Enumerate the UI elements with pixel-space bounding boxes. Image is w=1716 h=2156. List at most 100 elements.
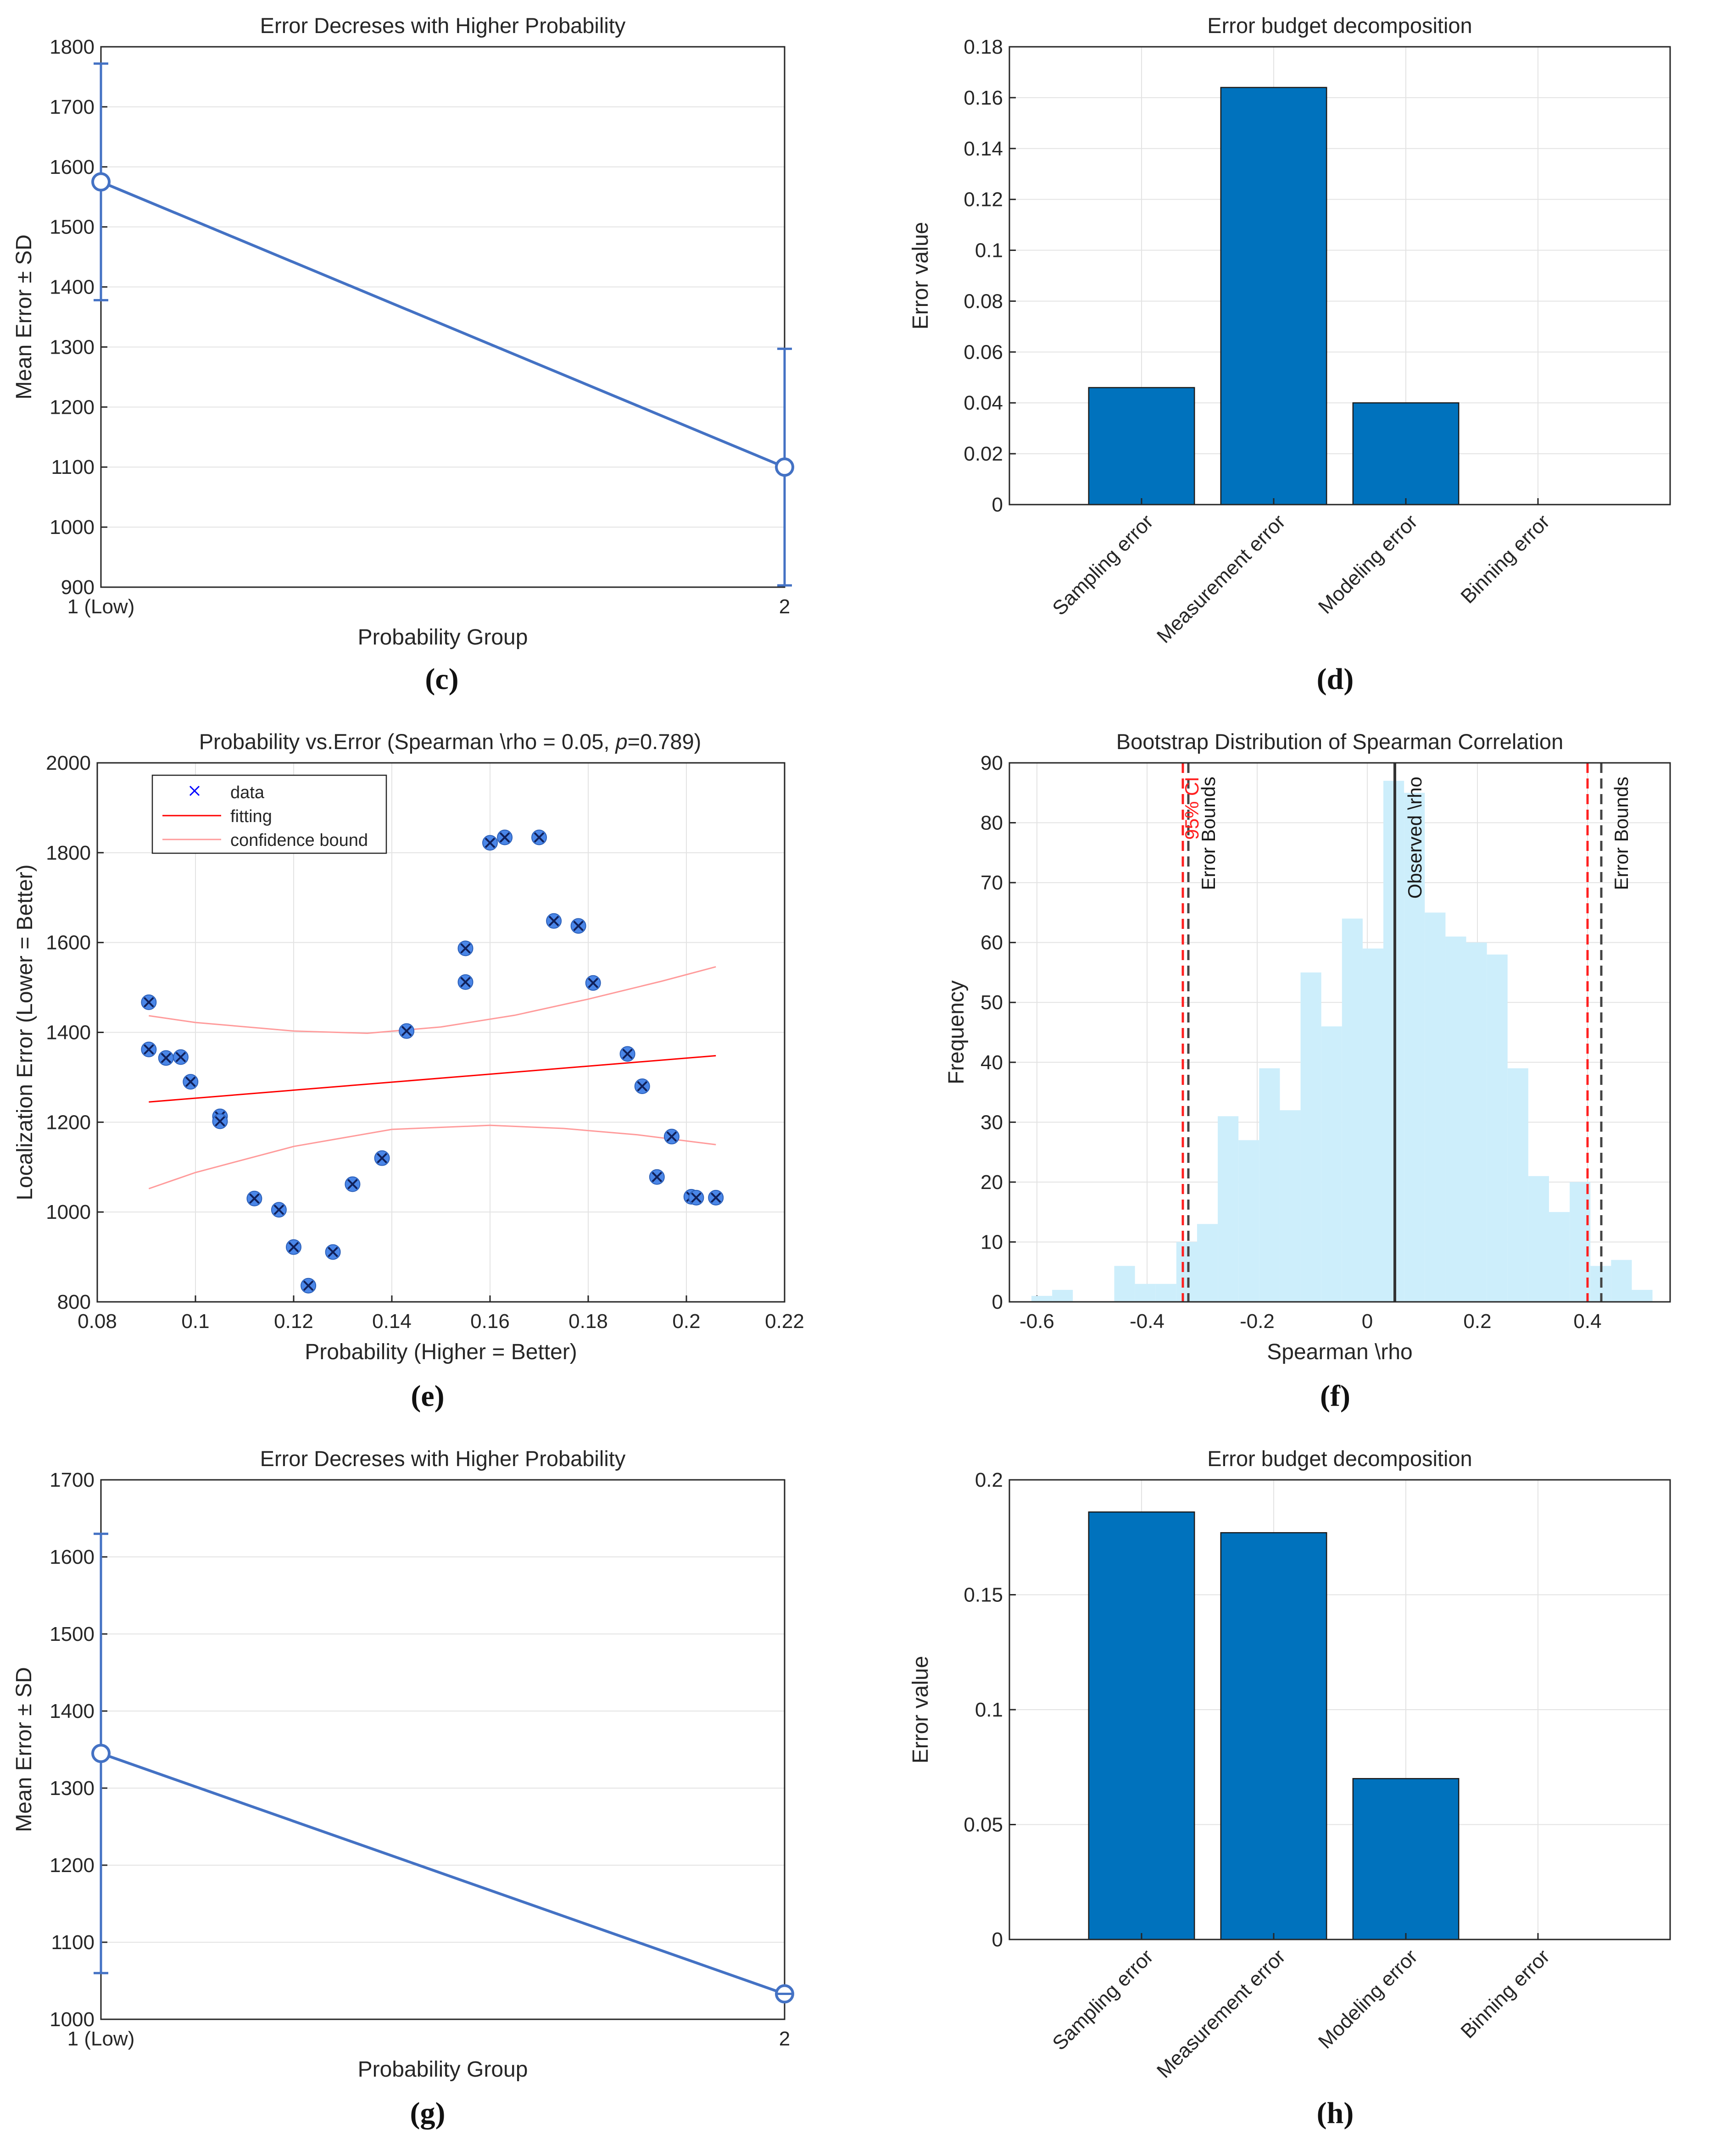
chart-e-point-cross (215, 1116, 225, 1127)
chart-e-point-cross (288, 1242, 299, 1252)
chart-e-point-cross (460, 943, 471, 954)
chart-f-bin (1528, 1176, 1549, 1302)
chart-e-point-cross (303, 1280, 314, 1291)
chart-c-ytick-label: 1600 (50, 156, 95, 178)
chart-h-ylabel: Error value (908, 1656, 933, 1764)
chart-f-ytick-label: 20 (981, 1171, 1003, 1194)
chart-e-point (546, 913, 562, 929)
chart-c-ytick-label: 1300 (50, 336, 95, 358)
chart-c-point (91, 172, 111, 192)
chart-e-point-cross (652, 1172, 663, 1183)
chart-f-bin (1155, 1284, 1176, 1302)
chart-e-point-cross (573, 921, 584, 931)
chart-e-point (619, 1046, 635, 1062)
chart-e-point-cross (710, 1192, 721, 1203)
chart-g-point (91, 1744, 111, 1763)
chart-f-title: Bootstrap Distribution of Spearman Corre… (1116, 729, 1563, 754)
panel-label: (g) (410, 2096, 446, 2130)
chart-d-ytick-label: 0.16 (964, 87, 1003, 109)
chart-f-bin (1362, 948, 1384, 1302)
chart-f-ytick-label: 40 (981, 1051, 1003, 1074)
chart-e-point-cross (401, 1026, 412, 1036)
chart-e-xtick-label: 0.16 (470, 1310, 510, 1333)
chart-e-point (399, 1023, 415, 1039)
chart-g-title: Error Decreses with Higher Probability (260, 1446, 626, 1471)
chart-f-ytick-label: 30 (981, 1111, 1003, 1134)
chart-d-ytick-label: 0.08 (964, 290, 1003, 312)
chart-f-ytick-label: 0 (992, 1291, 1003, 1313)
chart-e-point-cross (185, 1076, 196, 1087)
chart-f-bin (1238, 1140, 1259, 1302)
chart-c-ytick-label: 1800 (50, 36, 95, 58)
chart-e-ytick-label: 1200 (46, 1111, 91, 1134)
chart-e-xtick-label: 0.1 (181, 1310, 209, 1333)
chart-d-ytick-label: 0.04 (964, 392, 1003, 414)
chart-e-point (141, 1041, 157, 1057)
chart-e-title-p: p (614, 729, 627, 754)
chart-e-point (649, 1169, 665, 1185)
chart-e-point-cross (666, 1131, 677, 1142)
chart-f-bin (1445, 936, 1466, 1302)
panel-label: (h) (1317, 2096, 1354, 2130)
chart-e-point-cross (460, 977, 471, 988)
chart-h-bar (1088, 1511, 1195, 1940)
chart-e-ytick-label: 1800 (46, 842, 91, 864)
chart-e-point-cross (249, 1193, 260, 1204)
chart-e-point-cross (485, 837, 496, 848)
chart-e-point (688, 1189, 704, 1206)
chart-e-point (585, 975, 601, 991)
chart-e-ytick-label: 1400 (46, 1022, 91, 1044)
chart-h-bar (1220, 1532, 1327, 1940)
chart-e-point (286, 1239, 301, 1255)
chart-e-point-cross (328, 1246, 339, 1257)
chart-e-point-cross (588, 978, 599, 989)
chart-e-fit-line (149, 1055, 716, 1103)
chart-e-xtick-label: 0.08 (78, 1310, 117, 1333)
chart-f-ytick-label: 90 (981, 752, 1003, 774)
chart-f-bin (1487, 954, 1508, 1302)
chart-h-ytick-label: 0.15 (964, 1584, 1003, 1606)
chart-g-ytick-label: 1500 (50, 1623, 95, 1645)
chart-g-ytick-label: 1400 (50, 1700, 95, 1723)
chart-e-point (482, 835, 498, 851)
chart-e-xlabel: Probability (Higher = Better) (305, 1340, 577, 1364)
chart-f-bin (1321, 1026, 1342, 1302)
chart-e-ytick-label: 1000 (46, 1201, 91, 1223)
chart-f-xlabel: Spearman \rho (1267, 1340, 1413, 1364)
chart-d-ytick-label: 0.02 (964, 443, 1003, 465)
chart-g-xlabel: Probability Group (358, 2057, 528, 2082)
chart-g-ylabel: Mean Error ± SD (12, 1667, 36, 1832)
chart-c-xtick-label: 1 (Low) (67, 595, 135, 618)
chart-d-bar (1088, 387, 1195, 506)
chart-f-xtick-label: -0.6 (1020, 1310, 1054, 1333)
chart-f-bin (1342, 918, 1363, 1302)
chart-g-ytick-label: 1100 (51, 1931, 95, 1954)
chart-f-ytick-label: 10 (981, 1231, 1003, 1253)
chart-g-series-line (100, 1752, 785, 1995)
chart-e-point (173, 1049, 189, 1065)
chart-e-upper-bound-line (149, 966, 716, 1034)
chart-e-point (271, 1202, 287, 1218)
chart-e-point (634, 1078, 650, 1094)
chart-f-xtick-label: 0 (1362, 1310, 1373, 1333)
chart-h-axes-box (1008, 1479, 1671, 1940)
chart-e-point (183, 1074, 199, 1090)
chart-e-point-cross (622, 1049, 633, 1059)
chart-c-xtick-label: 2 (779, 595, 790, 618)
chart-c-series-line (100, 180, 786, 468)
chart-e-ytick-label: 1600 (46, 932, 91, 954)
chart-c-ytick-label: 900 (61, 576, 95, 599)
chart-e-ylabel: Localization Error (Lower = Better) (13, 864, 37, 1200)
chart-f-ytick-label: 70 (981, 872, 1003, 894)
chart-f-ytick-label: 80 (981, 812, 1003, 834)
chart-e-point (708, 1189, 724, 1206)
chart-f-bin (1280, 1110, 1301, 1302)
chart-e-point (570, 918, 586, 934)
chart-g-plot-area (101, 1480, 785, 2019)
chart-d-ylabel: Error value (908, 222, 933, 330)
chart-e-point (325, 1244, 341, 1260)
chart-e-point-cross (499, 832, 510, 843)
chart-c-xlabel: Probability Group (358, 625, 528, 650)
chart-f-bin (1259, 1068, 1280, 1302)
